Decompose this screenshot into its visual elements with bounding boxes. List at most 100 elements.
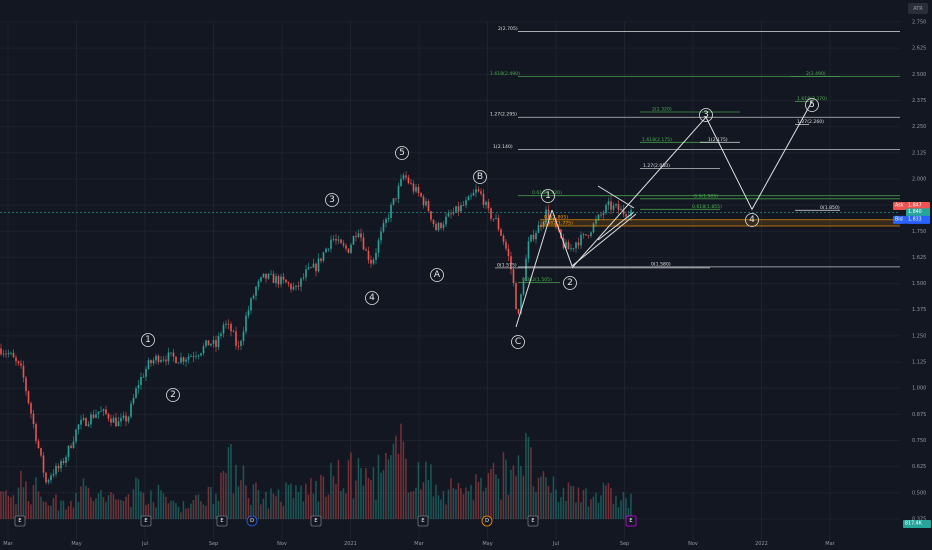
candle-body (280, 276, 282, 285)
candle-body (192, 356, 195, 357)
volume-bar (30, 504, 32, 519)
corner-label[interactable]: ATR (908, 3, 928, 14)
volume-bar (217, 500, 220, 519)
volume-bar (302, 501, 305, 519)
volume-bar (117, 499, 120, 519)
volume-bar (432, 496, 435, 519)
candle-body (535, 232, 537, 240)
candle-body (47, 480, 50, 483)
candle-body (600, 214, 602, 216)
volume-bar (125, 496, 127, 519)
wave-label-circle (541, 189, 555, 203)
candle-body (307, 267, 310, 270)
candle-body (195, 356, 197, 358)
earnings-badge (417, 515, 429, 527)
candle-body (427, 201, 430, 212)
candle-body (255, 286, 257, 296)
volume-bar (520, 465, 522, 519)
volume-bar (367, 478, 370, 519)
volume-bar (307, 494, 310, 519)
earnings-badge-label: D (485, 518, 489, 524)
candle-body (62, 461, 65, 464)
volume-bar (452, 487, 455, 519)
volume-bar (395, 435, 397, 519)
volume-bar (270, 488, 272, 519)
volume-bar (580, 502, 582, 519)
candle-body (560, 229, 562, 238)
candle-body (232, 331, 235, 333)
price-tick-label: 1.250 (912, 333, 926, 339)
candle-body (185, 359, 187, 362)
volume-bar (202, 504, 205, 519)
candle-body (425, 201, 427, 206)
volume-bar (555, 489, 557, 519)
volume-bar (267, 508, 270, 519)
fib-level-label: 0.382(1.775) (543, 221, 573, 227)
wave-label: 2 (567, 278, 573, 288)
candle-body (362, 237, 365, 250)
candle-body (547, 209, 550, 220)
volume-bar (75, 492, 77, 519)
candle-body (392, 198, 395, 205)
candle-body (40, 448, 42, 456)
price-tick-label: 0.500 (912, 490, 926, 496)
time-axis[interactable]: Mar May Jul Sep Nov 2021 Mar May Jul Sep Nov 2022 Ma… (3, 541, 835, 547)
volume-bar (210, 486, 212, 519)
volume-bar (67, 506, 70, 519)
volume-bar (137, 479, 140, 519)
fib-levels: 2(2.705) 1.618(2.490) 2(2.490) 1.618(2.370)… (490, 26, 900, 283)
candle-body (145, 368, 147, 377)
candle-body (572, 248, 575, 250)
volume-bar (220, 472, 222, 519)
wave-label-circle (430, 268, 444, 282)
candle-body (612, 205, 615, 210)
candle-body (530, 234, 532, 242)
volume-bar (357, 458, 360, 519)
volume-bar (460, 488, 462, 519)
candle-body (430, 211, 432, 220)
candle-body (197, 355, 200, 357)
candle-body (587, 235, 590, 237)
volume-bar (35, 477, 37, 519)
candle-body (300, 278, 302, 287)
volume-bar (57, 510, 60, 519)
candle-body (270, 273, 272, 275)
fib-level-label: 0(1.580) (651, 261, 671, 267)
candle-body (80, 419, 82, 425)
candle-body (220, 333, 222, 337)
candle-body (520, 294, 522, 314)
wave-label: 5 (809, 100, 815, 110)
time-tick-label: Sep (209, 541, 218, 547)
volume-bar (417, 462, 420, 519)
volume-bar (512, 465, 515, 519)
candle-body (162, 359, 165, 361)
volume-bar (335, 484, 337, 519)
candle-body (217, 336, 220, 348)
candle-body (92, 414, 95, 418)
volume-bar (27, 501, 30, 519)
price-axis[interactable]: 2.7502.6252.5002.3752.2502.1252.0001.875… (912, 20, 926, 523)
volume-bar (500, 499, 502, 519)
volume-bar (475, 474, 477, 519)
candle-body (570, 248, 572, 250)
volume-bar (320, 474, 322, 519)
candle-body (417, 186, 420, 194)
volume-bar (165, 496, 167, 519)
candle-body (370, 259, 372, 264)
candle-body (240, 341, 242, 346)
fib-level-label: 2(2.320) (652, 106, 672, 112)
candle-body (22, 365, 25, 378)
volume-bar (380, 472, 382, 519)
fib-level-label: 1.27(2.260) (797, 119, 824, 125)
candle-body (550, 218, 552, 220)
volume-bar (610, 487, 612, 519)
volume-bar (547, 486, 550, 519)
wave-label: 2 (170, 390, 176, 400)
time-tick-label: 2021 (344, 541, 357, 547)
volume-bar (100, 490, 102, 519)
volume-bar (110, 492, 112, 519)
volume-bar (145, 505, 147, 519)
volume-bar (370, 479, 372, 519)
